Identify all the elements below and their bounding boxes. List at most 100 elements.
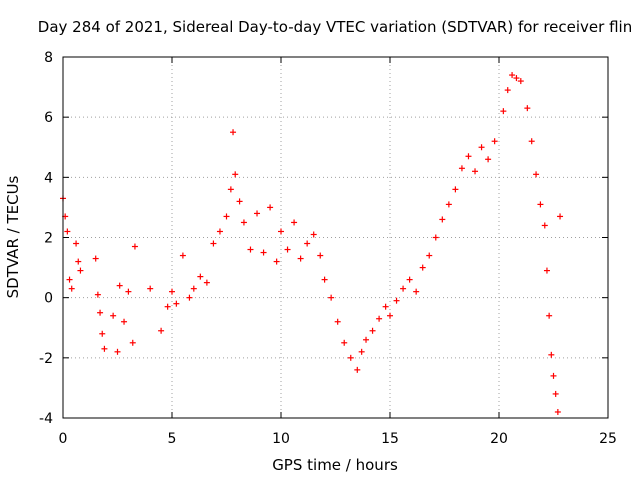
data-point [101,345,108,352]
x-tick-label: 15 [381,431,399,447]
data-point [216,228,223,235]
y-tick-label: -4 [39,411,53,427]
data-point [284,246,291,253]
data-point [317,252,324,259]
data-point [321,276,328,283]
data-point [341,339,348,346]
data-point [376,315,383,322]
data-point [472,168,479,175]
data-point [110,312,117,319]
data-point [550,372,557,379]
y-tick-label: 0 [44,291,53,307]
data-point [393,297,400,304]
data-point [291,219,298,226]
data-point [94,291,101,298]
data-point [232,171,239,178]
y-tick-label: 4 [44,170,53,186]
data-point [432,234,439,241]
data-point [230,129,237,136]
data-point [73,240,80,247]
data-point [68,285,75,292]
data-point [537,201,544,208]
grid-lines [63,57,608,418]
data-point [297,255,304,262]
data-point [354,366,361,373]
data-point [164,303,171,310]
data-point [197,273,204,280]
data-point [64,228,71,235]
data-point [210,240,217,247]
data-point [147,285,154,292]
data-point [254,210,261,217]
data-point [465,153,472,160]
x-axis-label: GPS time / hours [272,456,398,474]
data-point [478,144,485,151]
data-point [543,267,550,274]
chart-title: Day 284 of 2021, Sidereal Day-to-day VTE… [38,18,632,36]
data-point [267,204,274,211]
data-point [557,213,564,220]
data-point [419,264,426,271]
y-axis-label: SDTVAR / TECUs [4,175,22,298]
data-point [541,222,548,229]
x-tick-label: 20 [490,431,508,447]
data-point [347,354,354,361]
data-point [369,327,376,334]
data-point [445,201,452,208]
data-point [66,276,73,283]
data-point [114,348,121,355]
data-point [186,294,193,301]
data-point [75,258,82,265]
data-point [92,255,99,262]
x-tick-label: 10 [272,431,290,447]
data-point [500,108,507,115]
data-point [121,318,128,325]
data-point [491,138,498,145]
data-point [334,318,341,325]
data-point [310,231,317,238]
data-point [485,156,492,163]
data-point [328,294,335,301]
data-point [179,252,186,259]
data-point [400,285,407,292]
data-point [546,312,553,319]
x-tick-label: 25 [599,431,617,447]
data-point [513,75,520,82]
data-point [426,252,433,259]
data-point [363,336,370,343]
data-point [533,171,540,178]
data-point [509,72,516,79]
data-point [169,288,175,295]
data-point [382,303,389,310]
data-point [236,198,243,205]
data-point [387,312,393,319]
data-point [406,276,413,283]
data-point [129,339,136,346]
data-point [439,216,446,223]
data-point [278,228,284,235]
data-point [504,87,511,94]
data-point [554,408,561,415]
data-point [99,330,106,337]
data-point [190,285,197,292]
y-tick-label: 2 [44,231,53,247]
data-point [517,78,524,85]
axis-ticks: 0 5 10 15 20 25 -4 -2 0 2 4 6 8 [39,50,617,447]
data-point [458,165,465,172]
data-points [60,72,564,415]
data-point [358,348,365,355]
data-point [116,282,123,289]
y-tick-label: 6 [44,110,53,126]
data-point [131,243,138,250]
data-point [452,186,459,193]
data-point [125,288,132,295]
data-point [524,105,531,112]
data-point [77,267,84,274]
data-point [173,300,180,307]
x-tick-label: 0 [59,431,68,447]
y-tick-label: 8 [44,50,53,66]
data-point [548,351,555,358]
x-tick-label: 5 [168,431,177,447]
data-point [223,213,230,220]
y-tick-label: -2 [39,351,53,367]
